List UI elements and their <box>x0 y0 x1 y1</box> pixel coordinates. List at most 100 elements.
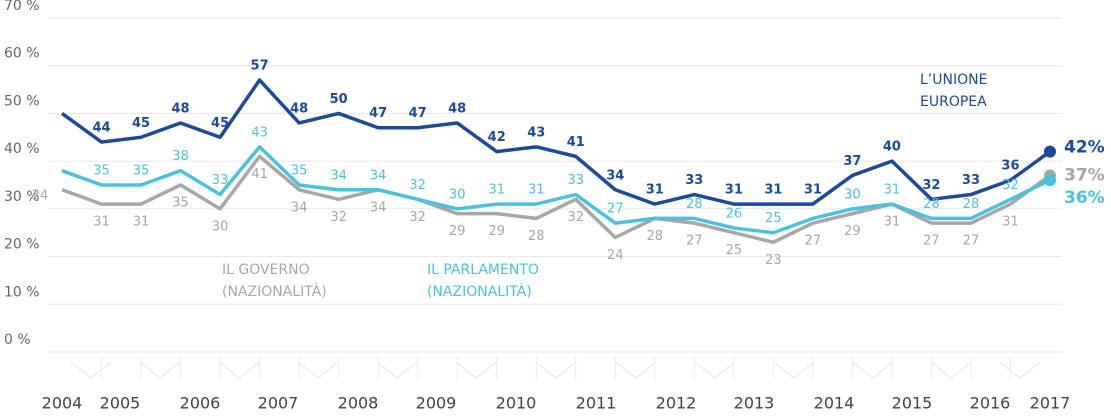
data-label: 45 <box>132 116 150 131</box>
annotation: EUROPEA <box>920 94 987 110</box>
x-tick-label: 2009 <box>416 394 457 413</box>
chevron <box>139 361 181 379</box>
data-label: 33 <box>962 173 980 188</box>
annotation: L’UNIONE <box>920 72 987 88</box>
annotation: IL PARLAMENTO <box>427 262 539 278</box>
data-label: 27 <box>686 234 703 249</box>
data-label: 25 <box>726 243 743 258</box>
data-label: 27 <box>607 202 624 217</box>
data-label: 31 <box>884 215 901 230</box>
data-label: 28 <box>647 229 664 244</box>
data-label: 28 <box>963 197 980 212</box>
data-label: 34 <box>370 168 387 183</box>
y-tick-label: 20 % <box>4 237 40 253</box>
y-tick-label: 0 % <box>4 332 31 348</box>
data-label: 28 <box>923 197 940 212</box>
x-tick-label: 2012 <box>656 394 697 413</box>
annotation: IL GOVERNO <box>222 262 310 278</box>
data-label: 31 <box>646 183 664 198</box>
x-tick-label: 2016 <box>970 394 1011 413</box>
data-label: 57 <box>251 59 269 74</box>
data-label: 48 <box>448 101 466 116</box>
data-label: 30 <box>844 187 861 202</box>
chevron <box>218 361 260 379</box>
series-line <box>61 145 1051 235</box>
chevron <box>930 361 972 379</box>
data-label: 33 <box>567 173 584 188</box>
data-label: 31 <box>1002 215 1019 230</box>
data-label: 29 <box>488 224 505 239</box>
data-label: 35 <box>133 164 150 179</box>
data-label: 32 <box>1002 178 1019 193</box>
data-label: 37 <box>843 154 861 169</box>
x-tick-label: 2014 <box>814 394 855 413</box>
chevron <box>455 361 497 379</box>
data-label: 35 <box>172 196 189 211</box>
data-label: 27 <box>963 234 980 249</box>
data-label: 31 <box>764 183 782 198</box>
data-label: 47 <box>369 106 387 121</box>
data-label: 27 <box>923 234 940 249</box>
chevron <box>535 361 577 379</box>
chevron <box>70 361 112 379</box>
data-label: 31 <box>528 183 545 198</box>
data-label: 28 <box>686 197 703 212</box>
data-label: 32 <box>922 178 940 193</box>
end-label: 36% <box>1064 188 1105 208</box>
end-point <box>1044 145 1056 158</box>
chevron <box>297 361 339 379</box>
data-label: 23 <box>765 253 782 268</box>
x-tick-label: 2013 <box>734 394 775 413</box>
series-line <box>60 78 1052 206</box>
data-label: 33 <box>212 173 229 188</box>
y-tick-label: 70 % <box>4 0 40 14</box>
data-label: 42 <box>488 130 506 145</box>
x-tick-label: 2010 <box>496 394 537 413</box>
data-label: 47 <box>409 106 427 121</box>
data-label: 32 <box>409 210 426 225</box>
data-label: 43 <box>527 125 545 140</box>
data-label: 31 <box>804 183 822 198</box>
y-tick-label: 10 % <box>4 284 40 300</box>
data-label: 24 <box>607 248 624 263</box>
data-label: 40 <box>883 140 901 155</box>
data-label: 36 <box>1001 159 1019 174</box>
end-point <box>1044 174 1056 187</box>
data-label: 34 <box>291 200 308 215</box>
data-label: 41 <box>251 167 268 182</box>
data-label: 50 <box>330 92 348 107</box>
data-label: 25 <box>765 211 782 226</box>
x-tick-label: 2004 <box>42 394 83 413</box>
chevron <box>852 361 894 379</box>
data-label: 29 <box>844 224 861 239</box>
x-tick-label: 2015 <box>892 394 933 413</box>
data-label: 38 <box>172 149 189 164</box>
x-tick-label: 2006 <box>180 394 221 413</box>
data-label: 48 <box>290 101 308 116</box>
data-label: 34 <box>330 168 347 183</box>
data-label: 34 <box>606 168 624 183</box>
data-label: 32 <box>409 178 426 193</box>
data-label: 32 <box>330 210 347 225</box>
data-label: 41 <box>567 135 585 150</box>
chevron <box>615 361 657 379</box>
data-label: 31 <box>725 183 743 198</box>
y-tick-label: 30 % <box>4 189 40 205</box>
data-label: 33 <box>685 173 703 188</box>
data-label: 30 <box>212 219 229 234</box>
x-tick-label: 2017 <box>1030 394 1071 413</box>
data-label: 31 <box>488 183 505 198</box>
data-label: 48 <box>172 101 190 116</box>
data-label: 35 <box>291 164 308 179</box>
data-label: 35 <box>93 164 110 179</box>
annotation: (NAZIONALITÀ) <box>427 283 532 300</box>
y-tick-label: 60 % <box>4 46 40 62</box>
data-label: 31 <box>93 215 110 230</box>
x-tick-label: 2011 <box>576 394 617 413</box>
data-label: 44 <box>92 121 110 136</box>
y-tick-label: 40 % <box>4 141 40 157</box>
data-label: 34 <box>370 200 387 215</box>
end-label: 37% <box>1064 165 1105 185</box>
annotation: (NAZIONALITÀ) <box>222 283 327 300</box>
